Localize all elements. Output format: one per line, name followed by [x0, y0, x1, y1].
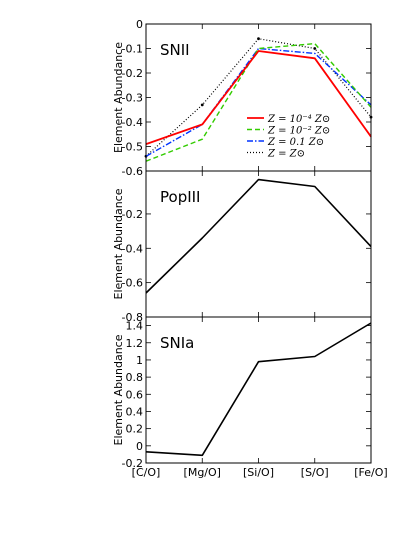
legend-label-0: Z = 10⁻⁴ Z⊙ [267, 114, 330, 125]
ytick-label-snia: 1.2 [126, 337, 144, 350]
panel-title-popiii: PopIII [160, 188, 200, 206]
legend: Z = 10⁻⁴ Z⊙Z = 10⁻² Z⊙Z = 0.1 Z⊙Z = Z⊙ [247, 114, 330, 160]
xcat-label: [Si/O] [243, 466, 274, 479]
ylabel-popiii: Element Abundance [112, 188, 125, 299]
ytick-label-snia: 1 [136, 354, 143, 367]
ytick-label-snii: -0.2 [122, 67, 143, 80]
plot-frame-snia [145, 316, 372, 464]
ytick-label-snia: 0.4 [126, 405, 144, 418]
xcat-label: [Fe/O] [354, 466, 387, 479]
data-point-snii-3 [313, 47, 317, 50]
panel-title-snia: SNIa [160, 334, 194, 352]
legend-label-1: Z = 10⁻² Z⊙ [267, 126, 330, 137]
data-point-snii-3 [257, 37, 260, 41]
ytick-label-snia: 0 [136, 440, 143, 453]
ytick-label-snii: -0.6 [122, 165, 143, 178]
ytick-label-snii: -0.1 [122, 43, 143, 56]
ylabel-snii: Element Abundance [112, 42, 125, 153]
ytick-label-popiii: -0.2 [122, 208, 143, 221]
ytick-label-popiii: -0.4 [122, 242, 143, 255]
ytick-label-popiii: -0.6 [122, 277, 143, 290]
panel-title-snii: SNII [160, 41, 190, 59]
ytick-label-snii: -0.3 [122, 92, 143, 105]
ytick-label-snia: -0.2 [122, 457, 143, 470]
ytick-label-snii: -0.5 [122, 141, 143, 154]
legend-label-3: Z = Z⊙ [267, 149, 305, 160]
ytick-label-snia: 0.6 [126, 388, 144, 401]
ylabel-snia: Element Abundance [112, 334, 125, 445]
ytick-label-snia: 1.4 [126, 320, 144, 333]
panel-snia: 1.4 1.2 1 0.8 0.6 0.4 0.2 0 -0.2 Element Abundanc… [112, 316, 372, 470]
ytick-label-popiii: -0.8 [122, 311, 143, 324]
xcat-label: [S/O] [301, 466, 329, 479]
panel-snii: 0 -0.1 -0.2 -0.3 -0.4 -0.5 -0.6 Element Abundan… [112, 18, 373, 178]
ytick-label-snii: -0.4 [122, 116, 143, 129]
xcat-label: [C/O] [132, 466, 161, 479]
xcat-label: [Mg/O] [184, 466, 221, 479]
series-line-snia-0 [145, 322, 372, 457]
ytick-label-snii: 0 [136, 18, 143, 31]
series-line-snii-0 [145, 50, 372, 145]
series-line-snii-2 [145, 47, 372, 157]
panel-popiii: -0.2 -0.4 -0.6 -0.8 Element Abundance PopIII [112, 170, 372, 324]
ytick-label-snia: 0.2 [126, 423, 144, 436]
legend-label-2: Z = 0.1 Z⊙ [267, 137, 324, 148]
series-line-snii-1 [145, 42, 372, 162]
series-line-popiii-0 [145, 178, 372, 294]
data-point-snii-3 [200, 103, 204, 107]
ytick-label-snia: 0.8 [126, 371, 144, 384]
